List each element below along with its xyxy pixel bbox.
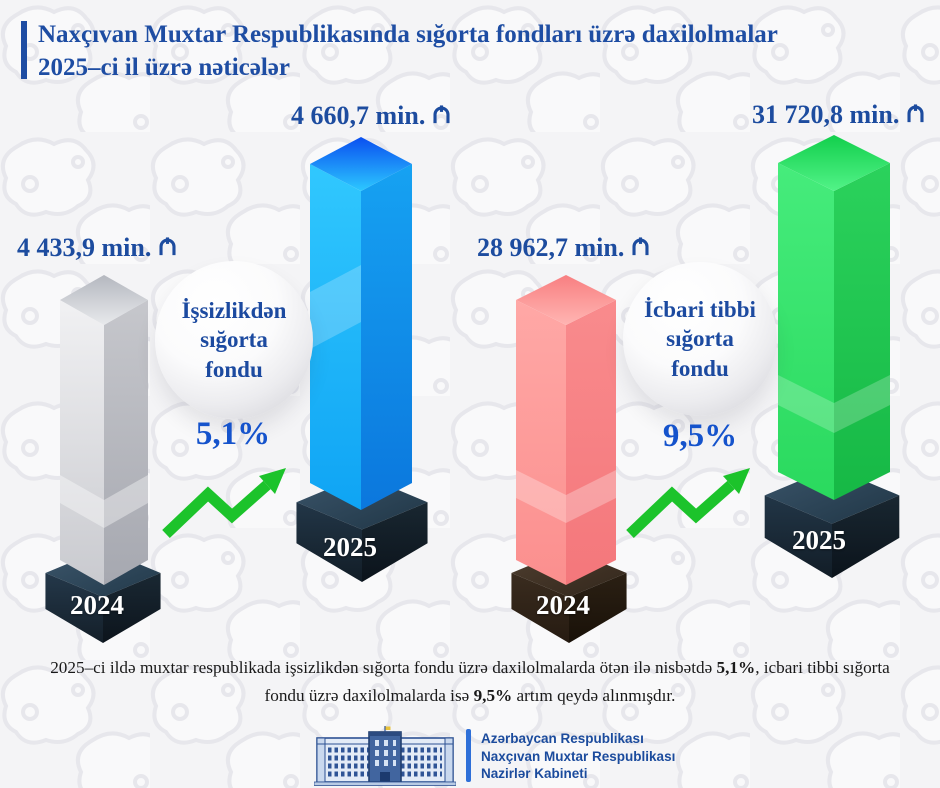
footer-divider [466, 729, 471, 782]
bar-medical-2025 [778, 135, 890, 500]
footnote-growth2: 9,5% [473, 685, 513, 705]
year-label: 2024 [536, 590, 590, 620]
government-building-icon [314, 726, 456, 786]
manat-icon [632, 237, 649, 256]
growth-percent-medical: 9,5% [662, 418, 738, 454]
growth-arrow-icon [626, 468, 750, 538]
page-title-line1: Naxçıvan Muxtar Respublikasında sığorta … [38, 21, 778, 48]
fund-title: İcbari tibbi sığorta fondu [644, 296, 756, 381]
value-label-unemployment-2024: 4 433,9 min. [17, 233, 177, 263]
value-label-medical-2024: 28 962,7 min. [477, 233, 650, 263]
value-label-medical-2025: 31 720,8 min. [752, 100, 925, 130]
year-label: 2024 [70, 590, 124, 620]
growth-percent-unemployment: 5,1% [195, 416, 271, 452]
manat-icon [907, 104, 924, 123]
footnote-part1: 2025–ci ildə muxtar respublikada işsizli… [50, 658, 717, 677]
footnote: 2025–ci ildə muxtar respublikada işsizli… [50, 654, 890, 710]
title-accent-bar [21, 21, 27, 79]
bar-unemployment-2025 [310, 137, 412, 510]
bar-medical-2024 [516, 275, 616, 585]
page-title-line2: 2025–ci il üzrə nəticələr [38, 54, 290, 81]
fund-circle-unemployment: İşsizlikdən sığorta fondu [155, 261, 313, 419]
year-label: 2025 [323, 532, 377, 562]
value-label-unemployment-2025: 4 660,7 min. [291, 101, 451, 131]
footer-org-line3: Nazirlər Kabineti [481, 766, 588, 781]
footer-org-line2: Naxçıvan Muxtar Respublikası [481, 748, 676, 764]
footer-org: Azərbaycan Respublikası Naxçıvan Muxtar … [481, 730, 675, 783]
page-title: Naxçıvan Muxtar Respublikasında sığorta … [38, 18, 898, 84]
year-label: 2025 [792, 525, 846, 555]
bar-unemployment-2024 [60, 275, 148, 585]
manat-icon [433, 105, 450, 124]
growth-arrow-icon [162, 468, 286, 538]
footer-org-line1: Azərbaycan Respublikası [481, 731, 644, 746]
fund-circle-medical: İcbari tibbi sığorta fondu [623, 262, 777, 416]
footnote-part3: artım qeydə alınmışdır. [512, 685, 676, 705]
footnote-growth1: 5,1% [716, 658, 756, 677]
manat-icon [159, 237, 176, 256]
footnote-part2: , icbari tibbi sığorta fondu üzrə daxilo… [264, 658, 890, 705]
fund-title: İşsizlikdən sığorta fondu [181, 297, 287, 382]
